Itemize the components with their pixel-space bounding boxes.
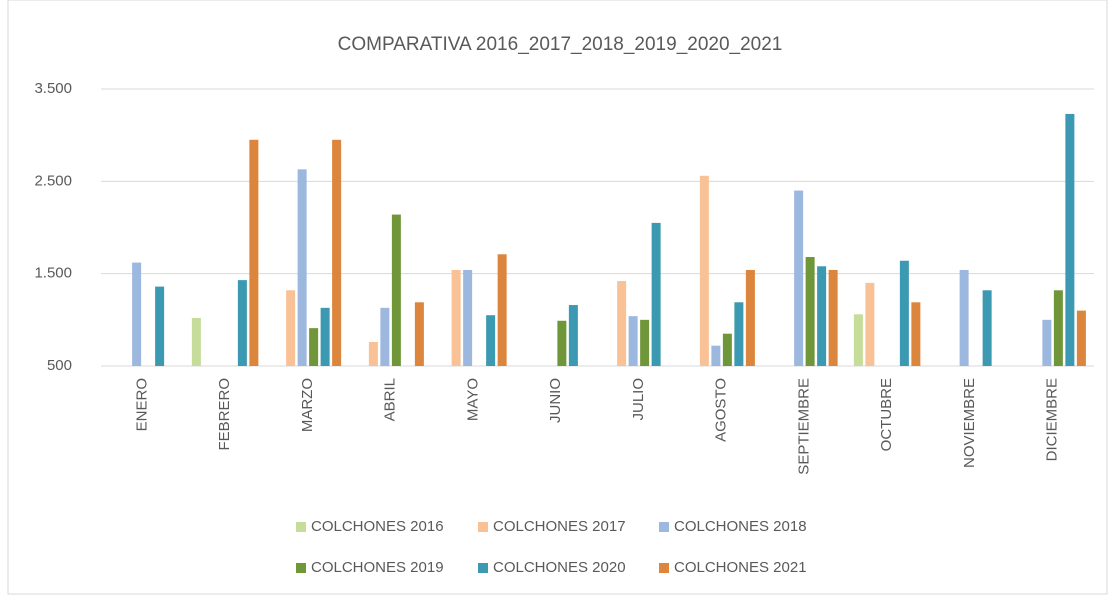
bar: [486, 315, 496, 366]
bar: [286, 290, 296, 366]
legend-label: COLCHONES 2016: [311, 518, 444, 535]
bar: [309, 328, 319, 366]
bar: [817, 266, 827, 366]
bar: [497, 254, 507, 366]
bar: [959, 269, 969, 366]
bar: [853, 314, 863, 366]
bar: [155, 286, 165, 366]
x-tick-label: SEPTIEMBRE: [795, 378, 812, 475]
bar: [557, 320, 567, 366]
bar: [865, 282, 875, 366]
legend-label: COLCHONES 2020: [493, 559, 626, 576]
y-tick-label: 500: [47, 357, 72, 374]
bar: [794, 190, 804, 366]
y-tick-label: 1.500: [34, 265, 72, 282]
bar: [628, 316, 638, 366]
legend-swatch: [478, 522, 488, 532]
legend-label: COLCHONES 2017: [493, 518, 626, 535]
bar: [828, 269, 838, 366]
x-tick-label: FEBRERO: [216, 378, 233, 451]
legend-label: COLCHONES 2019: [311, 559, 444, 576]
bar: [297, 169, 307, 366]
x-tick-label: ENERO: [133, 378, 150, 431]
bar: [651, 222, 661, 366]
bar: [1042, 319, 1052, 366]
bar: [391, 214, 401, 366]
x-tick-label: OCTUBRE: [878, 378, 895, 451]
bar: [734, 302, 744, 366]
legend-swatch: [296, 522, 306, 532]
chart-frame: [7, 0, 1108, 595]
legend-label: COLCHONES 2018: [674, 518, 807, 535]
legend-swatch: [659, 522, 669, 532]
legend-label: COLCHONES 2021: [674, 559, 807, 576]
x-tick-label: NOVIEMBRE: [961, 378, 978, 468]
bar: [380, 307, 390, 366]
legend-swatch: [296, 563, 306, 573]
x-tick-label: JULIO: [630, 378, 647, 421]
bar: [711, 345, 721, 366]
legend-swatch: [478, 563, 488, 573]
bar: [414, 302, 424, 366]
bar: [982, 290, 992, 366]
bar: [722, 333, 732, 366]
legend-swatch: [659, 563, 669, 573]
bar: [805, 257, 815, 366]
bar: [368, 341, 378, 366]
y-tick-label: 3.500: [34, 80, 72, 97]
bar: [1065, 113, 1075, 367]
bar: [911, 302, 921, 366]
x-tick-label: AGOSTO: [713, 378, 730, 442]
bar: [745, 269, 755, 366]
bar: [237, 280, 247, 366]
bar: [132, 262, 142, 366]
bar: [320, 307, 330, 366]
chart-title: COMPARATIVA 2016_2017_2018_2019_2020_202…: [338, 34, 783, 55]
bar: [699, 175, 709, 366]
x-tick-label: JUNIO: [547, 378, 564, 423]
bar: [899, 260, 909, 366]
bar: [451, 269, 461, 366]
bar: [1053, 290, 1063, 366]
bar: [617, 281, 627, 366]
bar: [640, 319, 650, 366]
x-tick-label: MAYO: [464, 378, 481, 421]
y-tick-label: 2.500: [34, 172, 72, 189]
bar: [568, 305, 578, 366]
bar: [191, 317, 201, 366]
bar: [332, 139, 342, 366]
x-tick-label: MARZO: [299, 378, 316, 432]
bar: [463, 269, 473, 366]
bar: [1076, 310, 1086, 366]
x-tick-label: ABRIL: [382, 378, 399, 421]
x-tick-label: DICIEMBRE: [1044, 378, 1061, 461]
bar: [249, 139, 259, 366]
